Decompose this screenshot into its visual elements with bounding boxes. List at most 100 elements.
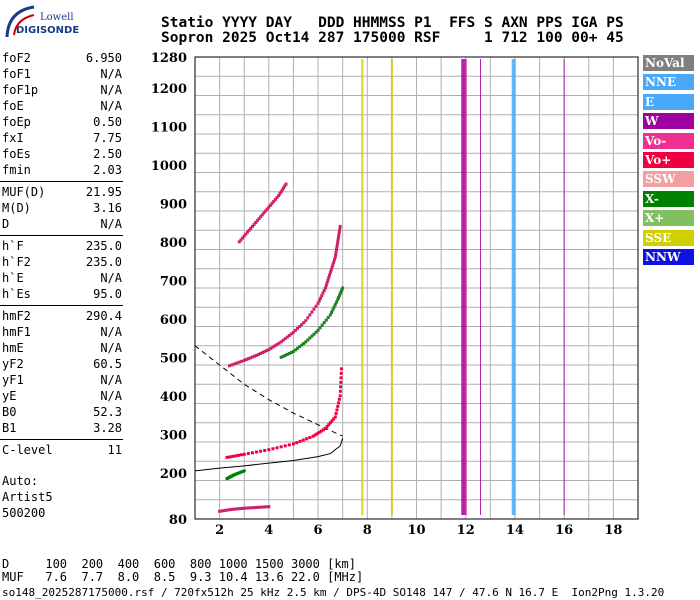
trace-point — [271, 447, 275, 451]
profile-curve — [194, 437, 344, 472]
trace-point — [270, 201, 274, 205]
trace-point — [244, 232, 248, 236]
trace-point — [265, 207, 269, 211]
trace-point — [252, 354, 256, 358]
param-value: N/A — [100, 67, 122, 81]
trace-point — [308, 336, 312, 340]
y-tick-label: 700 — [160, 274, 187, 289]
trace-point — [231, 454, 235, 458]
trace-point — [267, 348, 271, 352]
trace-point — [277, 194, 281, 198]
trace-point — [267, 205, 271, 209]
trace-point — [230, 507, 234, 511]
trace-point — [271, 345, 275, 349]
trace-point — [247, 228, 251, 232]
param-name: foEp — [2, 115, 31, 129]
trace-point — [337, 230, 341, 234]
trace-point — [232, 362, 236, 366]
trace-point — [289, 332, 293, 336]
trace-point — [323, 427, 327, 431]
trace-point — [325, 281, 329, 285]
trace-point — [283, 184, 287, 188]
trace-point — [330, 310, 334, 314]
trace-point — [339, 376, 343, 380]
y-tick-label: 600 — [160, 313, 187, 328]
y-tick-label: 1200 — [151, 82, 187, 97]
x-tick-label: 14 — [506, 523, 524, 538]
y-tick-label: 800 — [160, 236, 187, 251]
trace-point — [330, 419, 334, 423]
legend-item-nnw: NNW — [643, 249, 694, 265]
trace-point — [302, 321, 306, 325]
param-name: h`F — [2, 239, 24, 253]
x-tick-label: 6 — [314, 523, 323, 538]
param-value: N/A — [100, 217, 122, 231]
trace-point — [262, 211, 266, 215]
trace-point — [279, 340, 283, 344]
trace-point — [337, 235, 341, 239]
trace-point — [332, 305, 336, 309]
y-tick-label: 900 — [160, 197, 187, 212]
param-name: foF1p — [2, 83, 39, 97]
param-value: 3.16 — [93, 201, 122, 215]
trace-point — [338, 394, 342, 398]
trace-point — [335, 245, 339, 249]
logo-lowell-text: Lowell — [40, 12, 74, 23]
auto-artist: Artist5 — [2, 490, 53, 504]
trace-point — [236, 453, 240, 457]
param-value: N/A — [100, 83, 122, 97]
trace-point — [249, 226, 253, 230]
profile-dashed-curve — [194, 345, 343, 437]
trace-point — [312, 307, 316, 311]
trace-point — [246, 506, 250, 510]
trace-point — [242, 469, 246, 473]
trace-point — [316, 328, 320, 332]
param-name: fmin — [2, 163, 31, 177]
param-value: N/A — [100, 373, 122, 387]
trace-point — [241, 470, 245, 474]
param-name: C-level — [2, 443, 53, 457]
trace-point — [332, 417, 336, 421]
trace-point — [298, 345, 302, 349]
trace-point — [257, 217, 261, 221]
trace-point — [322, 321, 326, 325]
trace-point — [329, 268, 333, 272]
y-tick-label: 300 — [160, 428, 187, 443]
trace-point — [310, 310, 314, 314]
trace-point — [263, 350, 267, 354]
trace-point — [279, 190, 283, 194]
trace-point — [275, 342, 279, 346]
trace-point — [296, 346, 300, 350]
trace-point — [314, 330, 318, 334]
legend-item-x-: X- — [643, 190, 694, 207]
trace-point — [308, 313, 312, 317]
param-separator — [0, 181, 123, 182]
trace-point — [319, 296, 323, 300]
trace-point — [267, 505, 271, 509]
trace-point — [301, 438, 305, 442]
trace-point — [335, 300, 339, 304]
x-tick-label: 2 — [215, 523, 224, 538]
param-value: 235.0 — [85, 255, 122, 269]
param-name: h`F2 — [2, 255, 31, 269]
param-value: 7.75 — [93, 131, 122, 145]
trace-point — [328, 271, 332, 275]
trace-point — [316, 301, 320, 305]
trace-point — [313, 433, 317, 437]
trace-point — [298, 439, 302, 443]
trace-point — [250, 506, 254, 510]
legend-item-noval: NoVal — [643, 55, 694, 71]
footer-info: so148_2025287175000.rsf / 720fx512h 25 k… — [2, 586, 665, 599]
param-value: 2.03 — [93, 163, 122, 177]
trace-point — [304, 319, 308, 323]
trace-point — [341, 286, 345, 290]
trace-point — [326, 278, 330, 282]
trace-point — [235, 361, 239, 365]
trace-point — [279, 355, 283, 359]
trace-point — [232, 473, 236, 477]
trace-point — [261, 350, 265, 354]
trace-point — [311, 434, 315, 438]
distance-row: D 100 200 400 600 800 1000 1500 3000 [km… — [2, 557, 357, 571]
trace-point — [239, 453, 243, 457]
trace-point — [255, 353, 259, 357]
